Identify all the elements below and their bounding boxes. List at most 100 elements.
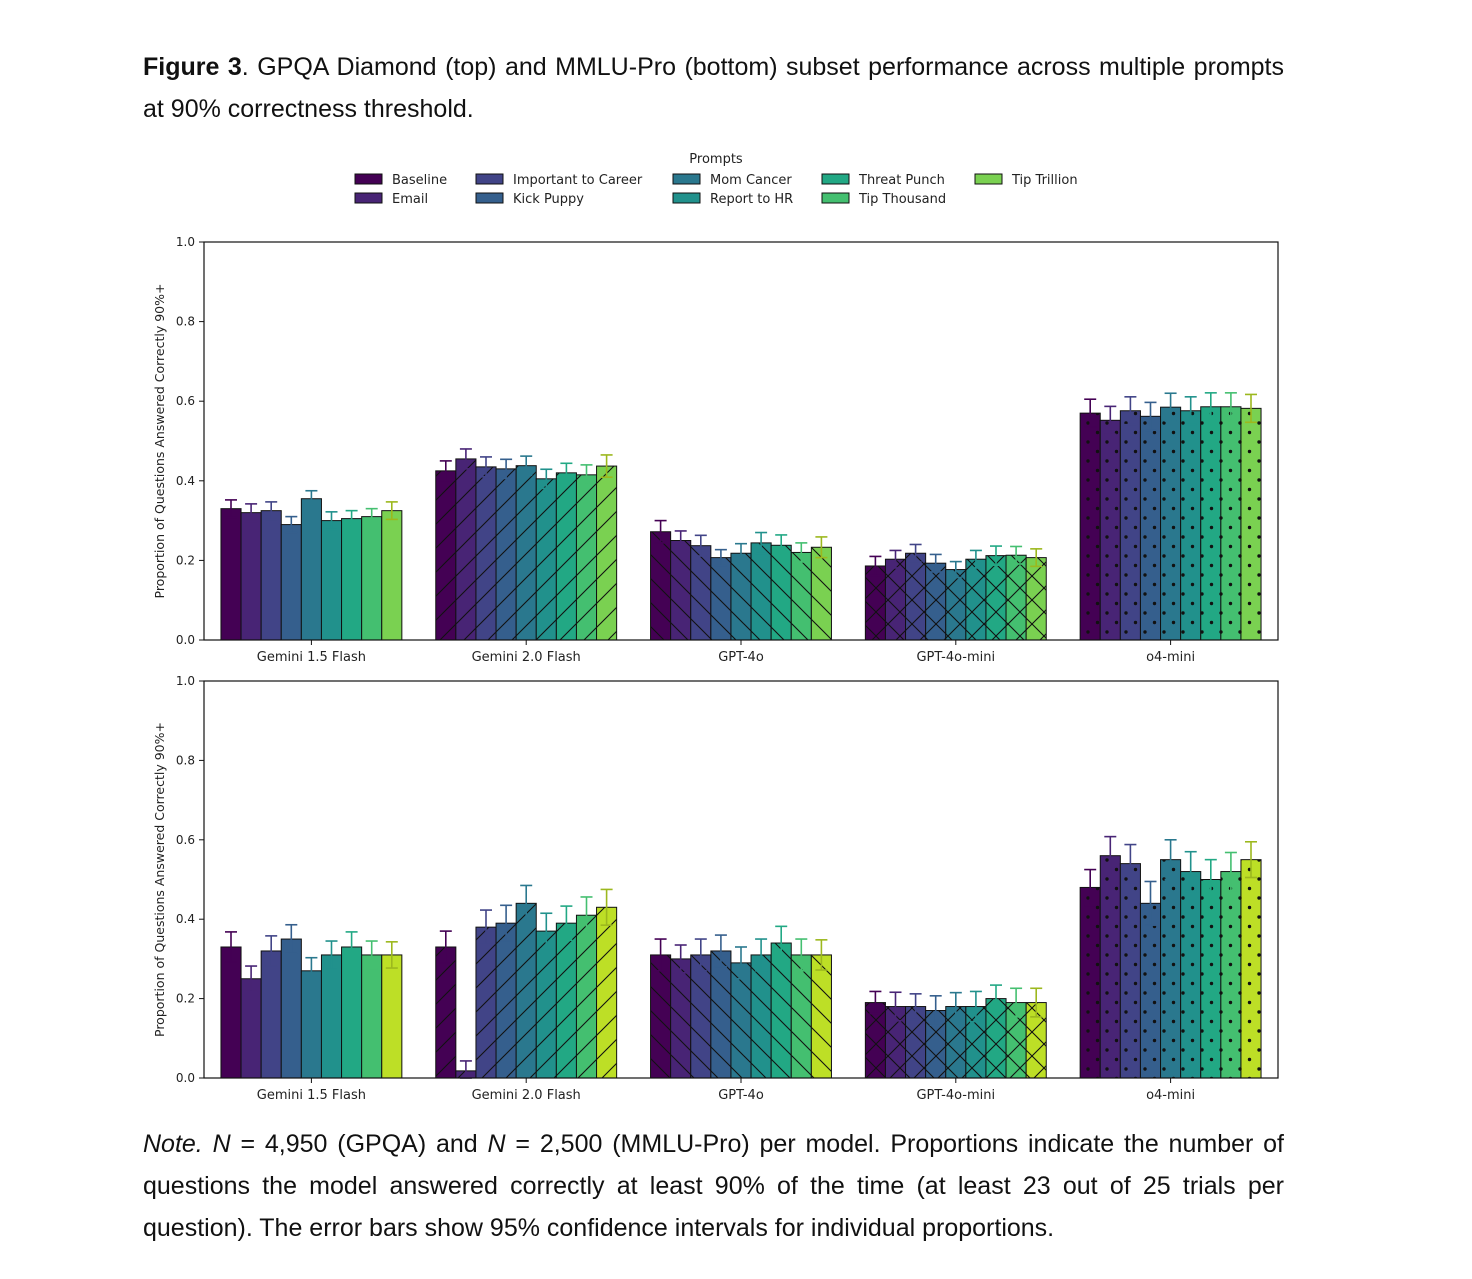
bar-hatch xyxy=(596,907,617,1078)
error-bar xyxy=(265,501,278,521)
error-bar xyxy=(1144,880,1157,926)
bar-hatch xyxy=(1140,416,1161,640)
bar-hatch xyxy=(1160,407,1181,640)
error-bar xyxy=(795,938,808,972)
legend-title: Prompts xyxy=(689,152,743,167)
bar-hatch xyxy=(751,954,772,1078)
x-tick-label: o4-mini xyxy=(1146,650,1195,665)
bar-hatch xyxy=(791,954,812,1078)
bar-hatch xyxy=(1220,871,1241,1078)
error-bar xyxy=(1010,987,1023,1018)
bar-hatch xyxy=(596,466,617,640)
note-n1: N xyxy=(212,1130,231,1158)
bar-hatch xyxy=(556,923,577,1078)
legend-label: Threat Punch xyxy=(858,173,945,188)
bar-hatch xyxy=(925,1010,946,1078)
bar-hatch xyxy=(1080,887,1101,1078)
y-tick-label: 1.0 xyxy=(176,674,195,688)
error-bar xyxy=(480,456,492,478)
y-tick-label: 0.2 xyxy=(176,553,195,567)
bar-hatch xyxy=(1006,555,1027,640)
legend-swatch xyxy=(354,192,383,204)
error-bar xyxy=(1245,840,1257,879)
legend-swatch xyxy=(821,173,850,185)
error-bar xyxy=(245,965,258,993)
plot-frame xyxy=(203,241,1279,641)
error-bar xyxy=(969,990,982,1023)
error-bar xyxy=(345,931,358,963)
error-bar xyxy=(540,468,553,490)
error-bar xyxy=(1010,545,1023,565)
x-tick-label: GPT-4o xyxy=(718,650,764,665)
error-bar xyxy=(1204,858,1217,901)
error-bar xyxy=(929,553,942,573)
error-bar xyxy=(285,515,298,534)
bar-hatch xyxy=(1220,406,1241,640)
bar-hatch xyxy=(730,553,752,640)
bar-hatch xyxy=(1006,1002,1027,1078)
x-tick-label: GPT-4o-mini xyxy=(916,1088,995,1103)
bar xyxy=(260,510,282,641)
error-bar xyxy=(795,542,808,563)
error-bar xyxy=(580,896,593,935)
legend-label: Email xyxy=(392,192,428,207)
error-bar xyxy=(1030,987,1043,1018)
error-bar xyxy=(1184,850,1197,893)
error-bar xyxy=(969,549,982,569)
error-bar xyxy=(1224,392,1237,422)
x-tick-label: Gemini 1.5 Flash xyxy=(257,650,366,665)
error-bar xyxy=(714,548,727,567)
bar xyxy=(341,946,363,1079)
error-bar xyxy=(1164,392,1177,422)
error-bar xyxy=(520,455,533,477)
bar-hatch xyxy=(1120,863,1141,1078)
bar-hatch xyxy=(1240,408,1262,640)
error-bar xyxy=(560,905,573,942)
legend-swatch xyxy=(475,173,504,185)
y-tick-label: 1.0 xyxy=(176,235,195,249)
error-bar xyxy=(694,938,707,972)
error-bar xyxy=(1030,548,1043,568)
error-bar xyxy=(775,534,788,557)
note-lead: Note. xyxy=(143,1130,203,1158)
bar-hatch xyxy=(516,465,537,640)
legend-item: Kick Puppy xyxy=(475,192,584,207)
bar xyxy=(300,970,322,1079)
error-bar xyxy=(735,946,747,980)
bar xyxy=(300,498,322,641)
bar-hatch xyxy=(650,531,671,640)
figure-label: Figure 3 xyxy=(143,53,242,81)
x-tick-label: Gemini 2.0 Flash xyxy=(472,1088,581,1103)
error-bar xyxy=(439,460,452,482)
legend-item: Report to HR xyxy=(672,192,793,207)
error-bar xyxy=(385,941,398,969)
bar-hatch xyxy=(536,931,557,1078)
error-bar xyxy=(540,912,553,950)
legend-item: Tip Thousand xyxy=(821,192,946,207)
bar-hatch xyxy=(885,559,906,640)
bar-hatch xyxy=(435,946,456,1078)
error-bar xyxy=(949,991,962,1022)
error-bar xyxy=(1124,843,1137,884)
bar-hatch xyxy=(751,542,772,640)
error-bar xyxy=(1104,835,1117,876)
bar xyxy=(280,938,302,1079)
bar-hatch xyxy=(496,923,517,1078)
bar-hatch xyxy=(1160,859,1181,1078)
bar-hatch xyxy=(1180,410,1201,640)
bar-hatch xyxy=(1200,406,1221,640)
error-bar xyxy=(694,534,707,557)
bar-hatch xyxy=(1120,410,1141,640)
bar-hatch xyxy=(475,466,497,640)
error-bar xyxy=(520,884,533,922)
bar-hatch xyxy=(985,555,1007,640)
y-axis-label: Proportion of Questions Answered Correct… xyxy=(152,722,167,1037)
bar-hatch xyxy=(811,547,832,640)
error-bar xyxy=(1104,405,1117,436)
error-bar xyxy=(459,448,472,470)
bar-hatch xyxy=(771,545,792,640)
error-bar xyxy=(345,509,358,528)
legend: Prompts Baseline Email Important to Career K… xyxy=(354,152,1078,207)
y-tick-label: 0.0 xyxy=(176,633,195,647)
bar-hatch xyxy=(925,563,946,640)
